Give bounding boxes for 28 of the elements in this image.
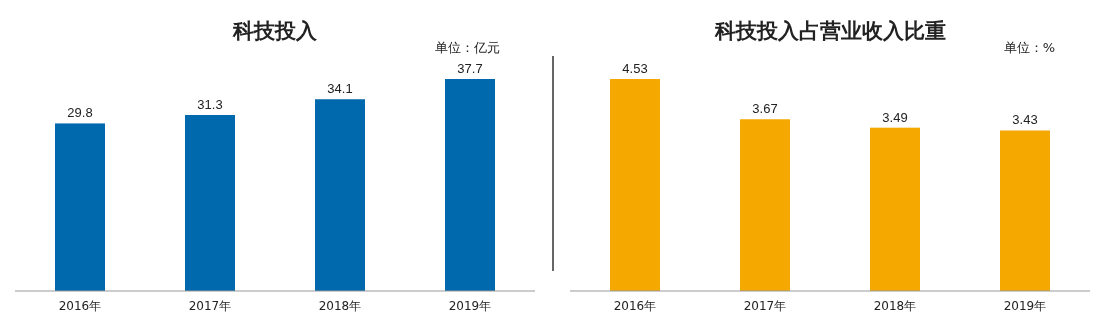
text: 单位：亿元: [435, 40, 500, 55]
x-tick-label: 2019年: [1003, 299, 1047, 313]
bar: [1000, 130, 1050, 291]
x-tick-label: 2019年: [448, 299, 492, 313]
bar: [315, 99, 365, 291]
x-tick-label: 2018年: [318, 299, 362, 313]
data-label: 34.1: [327, 81, 353, 97]
x-tick-label: 2018年: [873, 299, 917, 313]
data-label: 31.3: [197, 96, 223, 112]
bar: [445, 79, 495, 291]
bar: [55, 123, 105, 291]
x-tick-label: 2017年: [743, 299, 787, 313]
x-tick-label: 2016年: [613, 299, 657, 313]
data-label: 37.7: [457, 61, 483, 76]
data-label: 4.53: [622, 61, 648, 76]
bar: [610, 79, 660, 291]
bar: [740, 119, 790, 291]
data-label: 3.49: [882, 109, 908, 125]
data-label: 3.67: [752, 101, 778, 117]
bar: [185, 114, 235, 291]
chart-title: 科技投入: [232, 19, 318, 43]
data-label: 29.8: [67, 105, 93, 121]
bar: [870, 127, 920, 291]
data-label: 3.43: [1012, 112, 1038, 128]
text: 单位：%: [1003, 40, 1055, 55]
chart-title: 科技投入占营业收入比重: [713, 19, 946, 43]
x-tick-label: 2016年: [58, 299, 102, 313]
x-tick-label: 2017年: [188, 299, 232, 313]
